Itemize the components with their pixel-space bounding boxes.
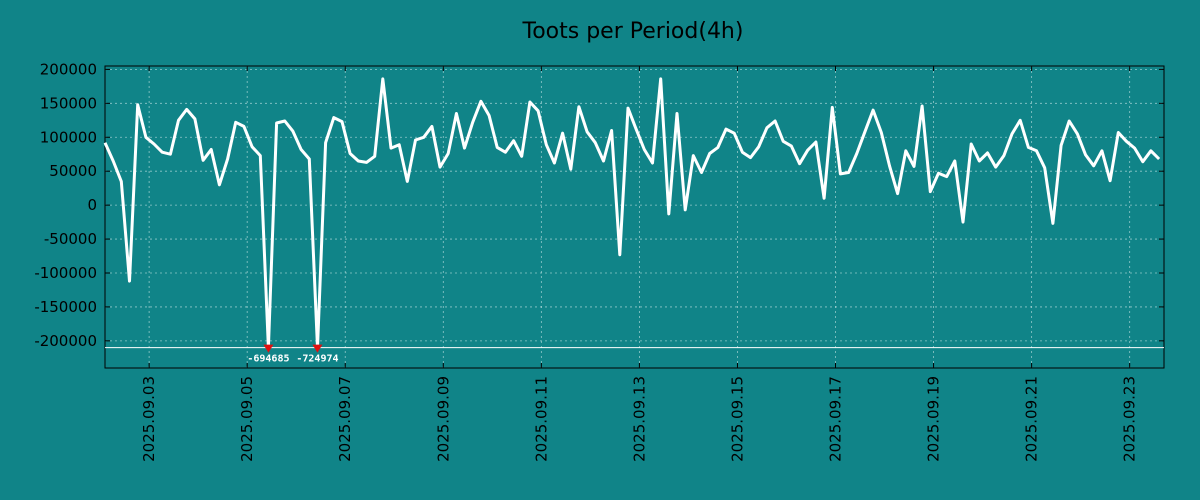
clip-marker bbox=[263, 344, 274, 353]
x-tick-label: 2025.09.11 bbox=[532, 376, 550, 462]
chart-title: Toots per Period(4h) bbox=[522, 19, 744, 44]
y-tick-label: 0 bbox=[87, 196, 97, 214]
clip-markers: -694685 -724974 bbox=[247, 344, 339, 365]
series-line bbox=[103, 77, 1161, 350]
x-tick-label: 2025.09.13 bbox=[630, 376, 648, 462]
axes: 200000 150000 100000 50000 0 -50000 -100000 -15… bbox=[34, 60, 1164, 462]
y-tick-label: -100000 bbox=[34, 264, 97, 282]
series-layer bbox=[103, 77, 1161, 350]
x-tick-label: 2025.09.09 bbox=[434, 376, 452, 462]
y-tick-label: -150000 bbox=[34, 298, 97, 316]
y-tick-label: 200000 bbox=[40, 60, 97, 78]
clip-value-label: -724974 bbox=[296, 354, 338, 365]
clip-value-label: -694685 bbox=[247, 354, 289, 365]
x-tick-label: 2025.09.03 bbox=[140, 376, 158, 462]
clip-marker bbox=[312, 344, 323, 353]
y-tick-label: 50000 bbox=[49, 162, 97, 180]
plot-area bbox=[104, 65, 1165, 369]
x-tick-label: 2025.09.07 bbox=[336, 376, 354, 462]
x-tick-label: 2025.09.19 bbox=[925, 376, 943, 462]
x-tick-label: 2025.09.21 bbox=[1023, 376, 1041, 462]
x-tick-label: 2025.09.05 bbox=[238, 376, 256, 462]
y-tick-label: -50000 bbox=[44, 230, 97, 248]
x-tick-label: 2025.09.15 bbox=[728, 376, 746, 462]
x-tick-label: 2025.09.23 bbox=[1121, 376, 1139, 462]
x-tick-label: 2025.09.17 bbox=[827, 376, 845, 462]
y-tick-label: 150000 bbox=[40, 94, 97, 112]
y-tick-label: -200000 bbox=[34, 332, 97, 350]
grid-lines bbox=[105, 66, 1164, 368]
y-tick-label: 100000 bbox=[40, 128, 97, 146]
